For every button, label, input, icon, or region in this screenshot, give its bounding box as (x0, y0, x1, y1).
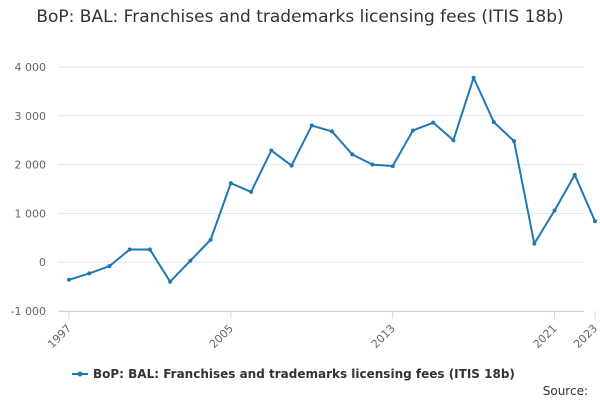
legend-series-marker[interactable] (77, 371, 83, 377)
data-point[interactable] (289, 163, 294, 168)
data-point[interactable] (593, 219, 597, 224)
data-point[interactable] (471, 75, 476, 80)
data-point[interactable] (127, 247, 132, 252)
data-point[interactable] (431, 120, 436, 125)
data-point[interactable] (390, 164, 395, 169)
data-point[interactable] (572, 172, 577, 177)
x-tick-label: 1997 (45, 322, 74, 351)
legend-series-label[interactable]: BoP: BAL: Franchises and trademarks lice… (93, 367, 515, 381)
legend[interactable]: BoP: BAL: Franchises and trademarks lice… (72, 367, 515, 381)
y-tick-label: 4 000 (15, 61, 47, 74)
data-point[interactable] (512, 139, 517, 144)
y-axis: -1 000 0 1 000 2 000 3 000 4 000 (11, 61, 46, 318)
y-tick-label: 3 000 (15, 110, 47, 123)
y-tick-label: 2 000 (15, 159, 47, 172)
data-point[interactable] (269, 148, 274, 153)
data-point[interactable] (87, 271, 92, 276)
data-point[interactable] (208, 237, 213, 242)
x-tick-label: 2013 (369, 322, 398, 351)
credits-label[interactable]: Source: (543, 384, 588, 398)
series-group (67, 75, 597, 284)
data-point[interactable] (532, 241, 537, 246)
data-point[interactable] (552, 208, 557, 213)
data-point[interactable] (491, 120, 496, 125)
x-tick-label: 2005 (207, 322, 236, 351)
y-tick-label: 0 (39, 256, 46, 269)
series-line[interactable] (68, 76, 596, 283)
y-tick-label: -1 000 (11, 305, 46, 318)
x-tick-label: 2023 (571, 322, 600, 351)
data-point[interactable] (67, 277, 71, 282)
chart-title: BoP: BAL: Franchises and trademarks lice… (36, 7, 564, 27)
data-point[interactable] (451, 138, 456, 143)
grid-lines (58, 66, 584, 312)
data-point[interactable] (249, 189, 254, 194)
data-point[interactable] (107, 264, 112, 269)
y-tick-label: 1 000 (15, 207, 47, 220)
data-point[interactable] (309, 123, 314, 128)
data-point[interactable] (168, 279, 173, 284)
x-axis: 1997 2005 2013 2021 2023 (45, 311, 600, 351)
x-tick-label: 2021 (531, 322, 560, 351)
data-point[interactable] (330, 129, 334, 134)
data-point[interactable] (188, 258, 193, 263)
data-point[interactable] (370, 162, 375, 167)
data-point[interactable] (147, 247, 152, 252)
data-point[interactable] (350, 152, 355, 157)
data-point[interactable] (228, 181, 233, 186)
data-point[interactable] (410, 128, 415, 133)
